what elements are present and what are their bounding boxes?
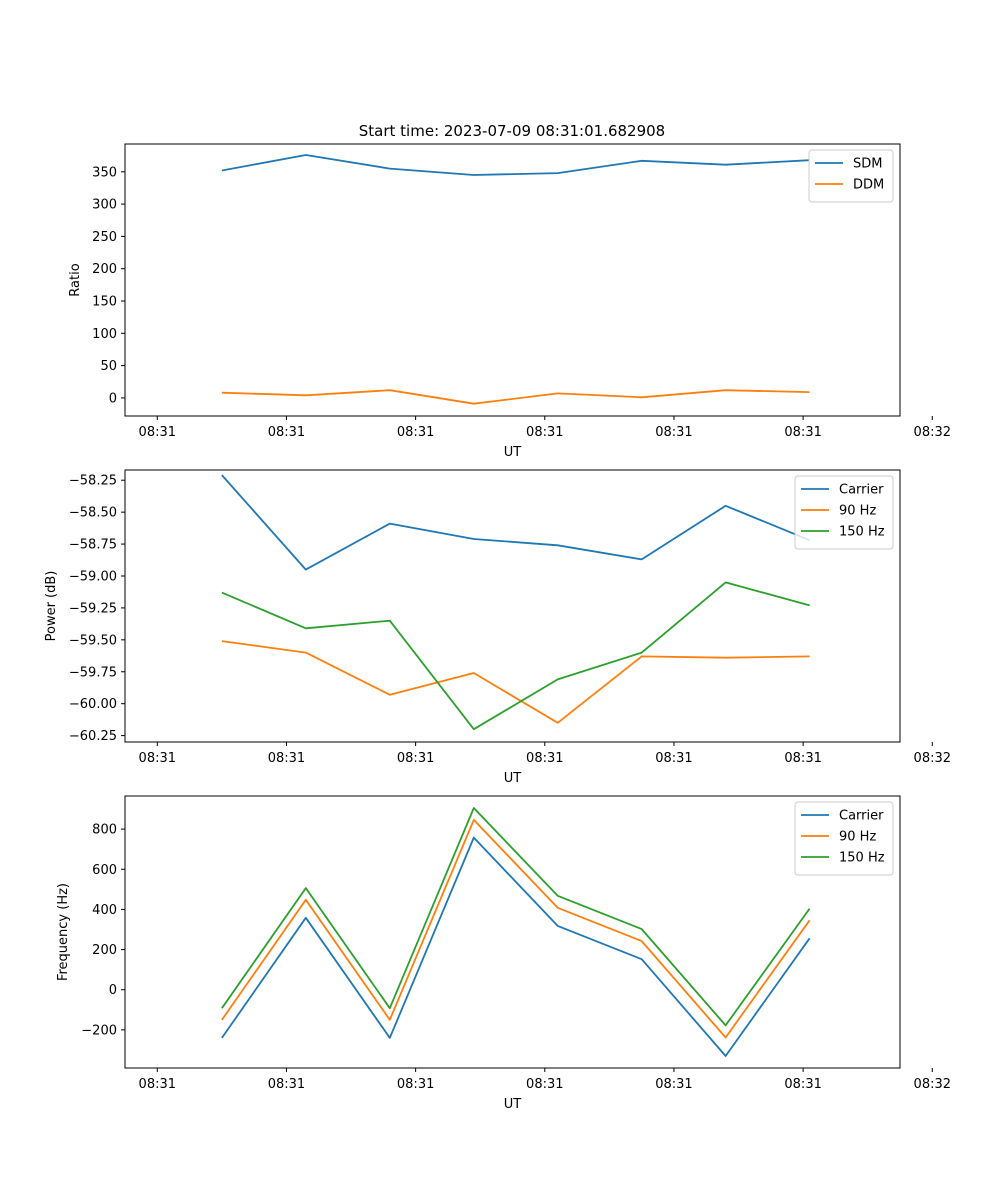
y-tick-label: −200 [81, 1023, 117, 1038]
series-line-ddm [221, 389, 810, 405]
ratio-panel: 08:31 08:31 08:31 08:31 08:31 08:31 08:32 0 50 10… [68, 143, 951, 460]
x-tick-label: 08:31 [397, 1077, 434, 1092]
x-tick-label: 08:31 [139, 1077, 176, 1092]
x-tick-label: 08:31 [526, 425, 563, 440]
x-tick-label: 08:31 [526, 1077, 563, 1092]
series-line-carrier [221, 474, 810, 571]
y-tick-label: 0 [109, 983, 117, 998]
x-tick-label: 08:31 [784, 1077, 821, 1092]
y-axis-label: Frequency (Hz) [56, 883, 71, 981]
x-tick-label: 08:31 [655, 425, 692, 440]
y-tick-label: −60.00 [69, 697, 117, 712]
power-panel: 08:31 08:31 08:31 08:31 08:31 08:31 08:32 −60.2… [44, 469, 951, 786]
x-tick-label: 08:31 [139, 751, 176, 766]
y-tick-label: 800 [92, 823, 117, 838]
y-tick-label: −58.25 [69, 474, 117, 489]
legend: Carrier 90 Hz 150 Hz [794, 801, 894, 876]
x-tick-label: 08:32 [914, 751, 951, 766]
legend-label: 90 Hz [839, 504, 876, 519]
series-line-sdm [221, 154, 810, 176]
x-tick-label: 08:31 [784, 751, 821, 766]
y-axis-label: Power (dB) [44, 571, 59, 642]
y-tick-label: 600 [92, 863, 117, 878]
y-tick-label: 250 [92, 230, 117, 245]
axes-frame [124, 469, 901, 743]
series-line-carrier [221, 836, 811, 1057]
y-axis-label: Ratio [68, 263, 83, 296]
legend-label: 90 Hz [839, 830, 876, 845]
x-tick-label: 08:31 [268, 1077, 305, 1092]
legend-label: DDM [853, 178, 884, 193]
x-tick-label: 08:31 [397, 751, 434, 766]
series-line-90-hz [221, 640, 810, 724]
x-tick-label: 08:31 [397, 425, 434, 440]
y-tick-label: 50 [100, 359, 117, 374]
x-tick-label: 08:31 [268, 751, 305, 766]
y-tick-label: 150 [92, 294, 117, 309]
axes-frame [124, 795, 901, 1069]
x-tick-label: 08:31 [526, 751, 563, 766]
legend-label: Carrier [839, 483, 884, 498]
y-tick-label: −58.50 [69, 506, 117, 521]
legend-label: SDM [853, 157, 882, 172]
x-axis-label: UT [504, 445, 522, 460]
legend-label: 150 Hz [839, 525, 885, 540]
y-tick-label: −59.75 [69, 665, 117, 680]
x-tick-label: 08:31 [268, 425, 305, 440]
y-tick-label: 350 [92, 165, 117, 180]
y-tick-label: 400 [92, 903, 117, 918]
y-tick-label: −59.00 [69, 569, 117, 584]
legend-label: 150 Hz [839, 851, 885, 866]
y-tick-label: −58.75 [69, 538, 117, 553]
x-axis-label: UT [504, 1097, 522, 1112]
x-tick-label: 08:31 [139, 425, 176, 440]
series-line-150-hz [221, 807, 811, 1027]
y-tick-label: 300 [92, 198, 117, 213]
x-tick-label: 08:32 [914, 425, 951, 440]
axes-frame [124, 143, 901, 417]
y-tick-label: −59.25 [69, 601, 117, 616]
x-axis-label: UT [504, 771, 522, 786]
legend: Carrier 90 Hz 150 Hz [794, 475, 894, 550]
x-tick-label: 08:32 [914, 1077, 951, 1092]
x-tick-label: 08:31 [655, 1077, 692, 1092]
y-tick-label: −59.50 [69, 633, 117, 648]
y-tick-label: −60.25 [69, 729, 117, 744]
series-line-150-hz [221, 581, 810, 731]
y-tick-label: 200 [92, 943, 117, 958]
y-tick-label: 200 [92, 262, 117, 277]
legend-label: Carrier [839, 809, 884, 824]
y-tick-label: 0 [109, 391, 117, 406]
y-tick-label: 100 [92, 327, 117, 342]
series-line-90-hz [221, 819, 811, 1039]
x-tick-label: 08:31 [655, 751, 692, 766]
legend: SDM DDM [808, 149, 894, 203]
x-tick-label: 08:31 [784, 425, 821, 440]
chart-title: Start time: 2023-07-09 08:31:01.682908 [359, 122, 665, 140]
frequency-panel: 08:31 08:31 08:31 08:31 08:31 08:31 08:32 −200 0… [56, 795, 951, 1112]
